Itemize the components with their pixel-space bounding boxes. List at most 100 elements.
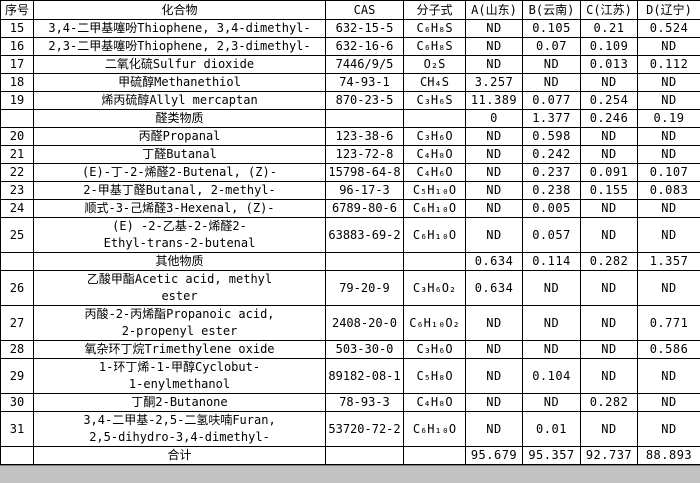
header-formula: 分子式 bbox=[403, 0, 466, 20]
cell-b: 0.005 bbox=[522, 199, 581, 218]
cell-cas: 123-72-8 bbox=[325, 145, 404, 164]
cell-no: 17 bbox=[0, 55, 34, 74]
cell-a: ND bbox=[465, 37, 523, 56]
cell-no: 28 bbox=[0, 340, 34, 359]
cell-formula: C₆H₁₀O bbox=[403, 199, 466, 218]
cell-a: 95.679 bbox=[465, 446, 523, 465]
cell-c: 0.091 bbox=[580, 163, 638, 182]
cell-formula: C₃H₆S bbox=[403, 91, 466, 110]
compound-table: 序号 化合物 CAS 分子式 A(山东) B(云南) C(江苏) D(辽宁) 1… bbox=[0, 0, 700, 465]
cell-d: 1.357 bbox=[637, 252, 700, 271]
cell-formula: C₃H₆O₂ bbox=[403, 270, 466, 306]
cell-no bbox=[0, 252, 34, 271]
cell-b: 0.114 bbox=[522, 252, 581, 271]
cell-no: 16 bbox=[0, 37, 34, 56]
table-row: 24 顺式-3-己烯醛3-Hexenal, (Z)- 6789-80-6 C₆H₁₀O… bbox=[0, 199, 700, 218]
cell-no: 18 bbox=[0, 73, 34, 92]
cell-formula bbox=[403, 446, 466, 465]
cell-a: ND bbox=[465, 163, 523, 182]
cell-a: 0 bbox=[465, 109, 523, 128]
cell-b: 0.07 bbox=[522, 37, 581, 56]
table-row: 31 3,4-二甲基-2,5-二氢呋喃Furan, 2,5-dihydro-3,4… bbox=[0, 411, 700, 447]
cell-no: 15 bbox=[0, 19, 34, 38]
cell-a: ND bbox=[465, 19, 523, 38]
cell-compound: 醛类物质 bbox=[33, 109, 326, 128]
cell-cas bbox=[325, 446, 404, 465]
table-row: 22 (E)-丁-2-烯醛2-Butenal, (Z)- 15798-64-8 C₄H… bbox=[0, 163, 700, 182]
cell-formula bbox=[403, 109, 466, 128]
cell-compound: 顺式-3-己烯醛3-Hexenal, (Z)- bbox=[33, 199, 326, 218]
cell-no: 22 bbox=[0, 163, 34, 182]
cell-no: 19 bbox=[0, 91, 34, 110]
cell-a: ND bbox=[465, 127, 523, 146]
header-no: 序号 bbox=[0, 0, 34, 20]
cell-no bbox=[0, 446, 34, 465]
cell-d: 88.893 bbox=[637, 446, 700, 465]
cell-c: ND bbox=[580, 305, 638, 341]
cell-formula: C₄H₈O bbox=[403, 145, 466, 164]
cell-c: 0.282 bbox=[580, 252, 638, 271]
cell-b: 95.357 bbox=[522, 446, 581, 465]
cell-compound: (E)-丁-2-烯醛2-Butenal, (Z)- bbox=[33, 163, 326, 182]
header-sample-b: B(云南) bbox=[522, 0, 581, 20]
cell-b: 0.01 bbox=[522, 411, 581, 447]
cell-cas: 632-15-5 bbox=[325, 19, 404, 38]
cell-compound: (E) -2-乙基-2-烯醛2- Ethyl-trans-2-butenal bbox=[33, 217, 326, 253]
header-sample-c: C(江苏) bbox=[580, 0, 638, 20]
table-row: 25 (E) -2-乙基-2-烯醛2- Ethyl-trans-2-butenal… bbox=[0, 217, 700, 253]
cell-c: ND bbox=[580, 411, 638, 447]
cell-d: ND bbox=[637, 217, 700, 253]
cell-compound: 合计 bbox=[33, 446, 326, 465]
cell-a: ND bbox=[465, 411, 523, 447]
cell-formula bbox=[403, 252, 466, 271]
header-row: 序号 化合物 CAS 分子式 A(山东) B(云南) C(江苏) D(辽宁) bbox=[0, 0, 700, 20]
cell-no: 20 bbox=[0, 127, 34, 146]
cell-a: ND bbox=[465, 199, 523, 218]
cell-c: ND bbox=[580, 358, 638, 394]
cell-a: 11.389 bbox=[465, 91, 523, 110]
cell-d: ND bbox=[637, 270, 700, 306]
cell-compound: 二氧化硫Sulfur dioxide bbox=[33, 55, 326, 74]
cell-c: ND bbox=[580, 270, 638, 306]
cell-compound: 丁酮2-Butanone bbox=[33, 393, 326, 412]
header-compound: 化合物 bbox=[33, 0, 326, 20]
cell-cas: 89182-08-1 bbox=[325, 358, 404, 394]
section-row: 其他物质 0.634 0.114 0.282 1.357 bbox=[0, 252, 700, 271]
cell-no: 31 bbox=[0, 411, 34, 447]
cell-a: 3.257 bbox=[465, 73, 523, 92]
cell-c: ND bbox=[580, 127, 638, 146]
cell-d: ND bbox=[637, 199, 700, 218]
cell-formula: C₄H₈O bbox=[403, 393, 466, 412]
cell-no: 29 bbox=[0, 358, 34, 394]
cell-b: 0.242 bbox=[522, 145, 581, 164]
cell-no: 30 bbox=[0, 393, 34, 412]
cell-compound: 烯丙硫醇Allyl mercaptan bbox=[33, 91, 326, 110]
cell-cas: 96-17-3 bbox=[325, 181, 404, 200]
cell-compound: 3,4-二甲基噻吩Thiophene, 3,4-dimethyl- bbox=[33, 19, 326, 38]
table-row: 26 乙酸甲酯Acetic acid, methyl ester 79-20-9 C₃… bbox=[0, 270, 700, 306]
cell-d: 0.19 bbox=[637, 109, 700, 128]
cell-formula: C₆H₁₀O₂ bbox=[403, 305, 466, 341]
cell-c: 0.155 bbox=[580, 181, 638, 200]
cell-d: ND bbox=[637, 411, 700, 447]
cell-d: ND bbox=[637, 73, 700, 92]
cell-b: 0.238 bbox=[522, 181, 581, 200]
cell-cas: 2408-20-0 bbox=[325, 305, 404, 341]
cell-c: 0.21 bbox=[580, 19, 638, 38]
cell-compound: 丙酸-2-丙烯酯Propanoic acid, 2-propenyl ester bbox=[33, 305, 326, 341]
cell-formula: C₄H₆O bbox=[403, 163, 466, 182]
cell-d: ND bbox=[637, 145, 700, 164]
cell-cas: 7446/9/5 bbox=[325, 55, 404, 74]
cell-a: ND bbox=[465, 393, 523, 412]
cell-compound: 2,3-二甲基噻吩Thiophene, 2,3-dimethyl- bbox=[33, 37, 326, 56]
table-row: 30 丁酮2-Butanone 78-93-3 C₄H₈O ND ND 0.282 ND bbox=[0, 393, 700, 412]
table-row: 20 丙醛Propanal 123-38-6 C₃H₆O ND 0.598 ND ND bbox=[0, 127, 700, 146]
cell-b: ND bbox=[522, 270, 581, 306]
cell-cas: 53720-72-2 bbox=[325, 411, 404, 447]
table-row: 16 2,3-二甲基噻吩Thiophene, 2,3-dimethyl- 632-1… bbox=[0, 37, 700, 56]
cell-cas: 63883-69-2 bbox=[325, 217, 404, 253]
table-row: 17 二氧化硫Sulfur dioxide 7446/9/5 O₂S ND ND 0.013… bbox=[0, 55, 700, 74]
cell-b: 0.077 bbox=[522, 91, 581, 110]
cell-c: ND bbox=[580, 199, 638, 218]
